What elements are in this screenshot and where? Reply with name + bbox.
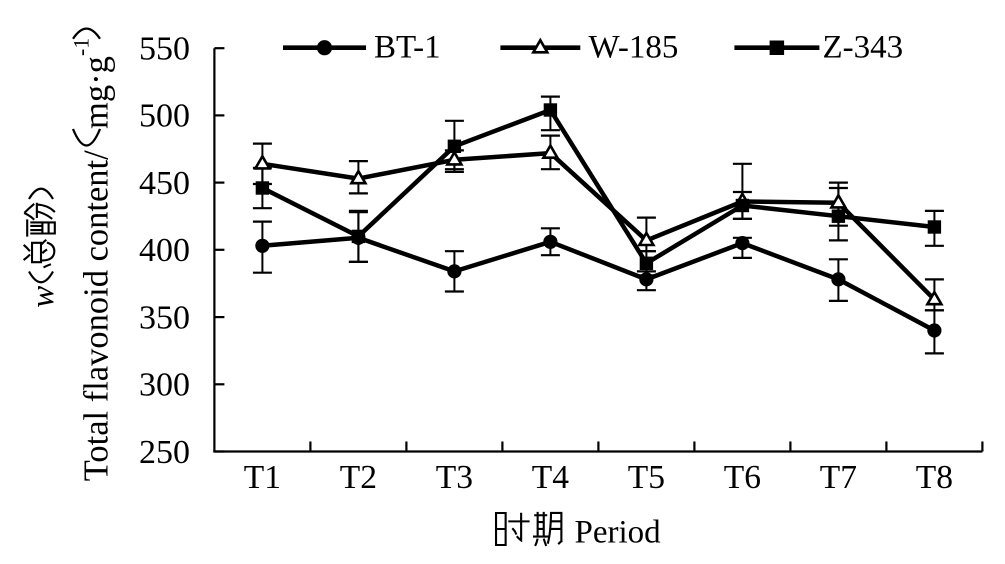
svg-text:T7: T7	[820, 459, 857, 496]
svg-text:-1: -1	[70, 38, 94, 56]
svg-text:Period: Period	[575, 515, 662, 551]
svg-text:250: 250	[139, 434, 190, 471]
svg-text:W-185: W-185	[589, 30, 679, 66]
svg-text:BT-1: BT-1	[374, 30, 441, 66]
svg-text:Total flavonoid content/: Total flavonoid content/	[78, 150, 116, 481]
svg-text:mg·g: mg·g	[78, 56, 116, 129]
svg-text:350: 350	[139, 299, 190, 336]
svg-text:300: 300	[139, 367, 190, 404]
svg-text:T5: T5	[628, 459, 665, 496]
svg-text:T1: T1	[244, 459, 281, 496]
svg-text:450: 450	[139, 165, 190, 202]
svg-text:T6: T6	[724, 459, 761, 496]
svg-text:T8: T8	[916, 459, 953, 496]
svg-text:T2: T2	[340, 459, 377, 496]
svg-text:T3: T3	[436, 459, 473, 496]
svg-text:400: 400	[139, 232, 190, 269]
svg-text:Z-343: Z-343	[823, 30, 904, 66]
svg-text:w: w	[25, 286, 61, 308]
svg-text:550: 550	[139, 31, 190, 68]
svg-text:T4: T4	[532, 459, 569, 496]
svg-text:500: 500	[139, 98, 190, 135]
